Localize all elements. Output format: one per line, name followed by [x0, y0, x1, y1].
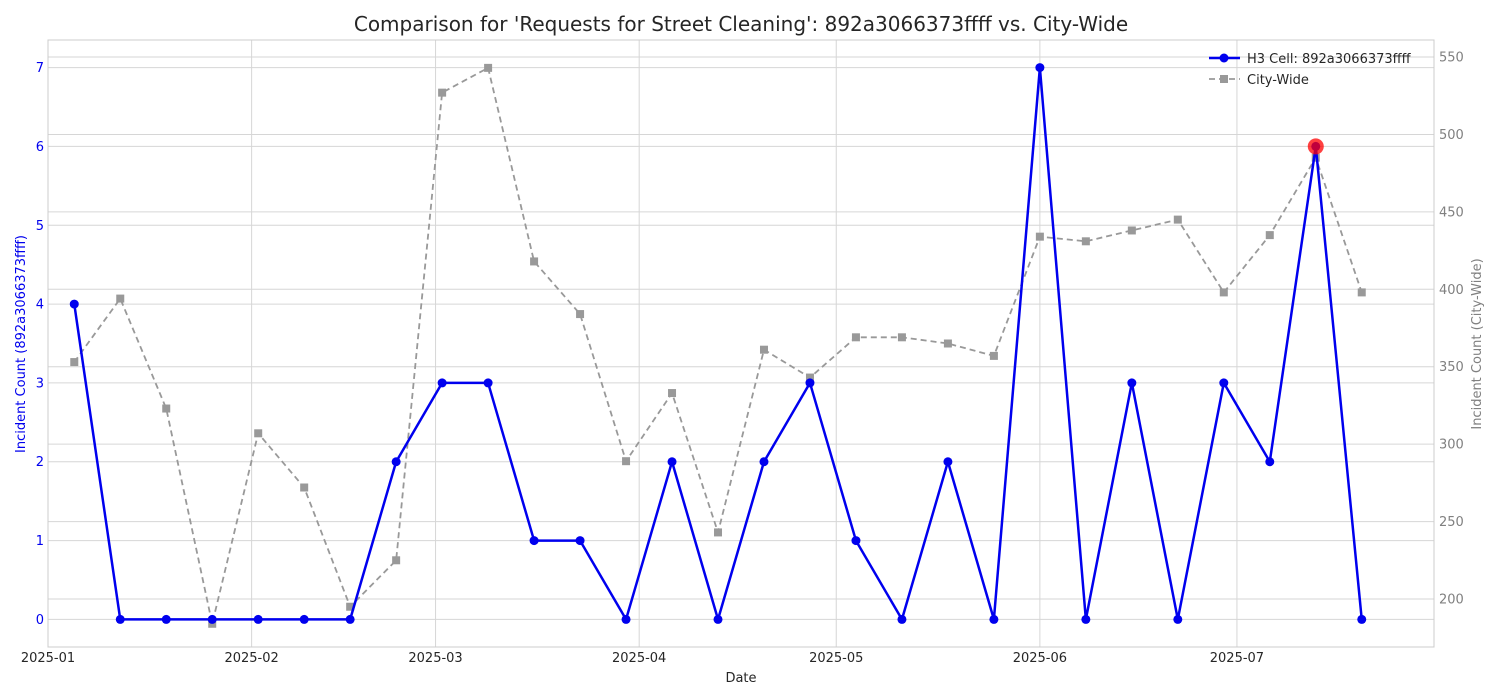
data-point-city-wide — [116, 294, 125, 303]
data-point-city-wide — [576, 310, 585, 319]
data-point-h3-cell — [207, 614, 217, 624]
x-tick-label: 2025-07 — [1210, 651, 1264, 666]
data-point-city-wide — [622, 457, 631, 466]
y-left-tick-label: 7 — [36, 61, 44, 76]
chart-title: Comparison for 'Requests for Street Clea… — [354, 12, 1128, 36]
data-point-h3-cell — [575, 536, 585, 546]
data-point-city-wide — [1265, 231, 1274, 240]
data-point-h3-cell — [1081, 614, 1091, 624]
data-point-city-wide — [989, 351, 998, 360]
y-axis-label-left: Incident Count (892a3066373ffff) — [14, 235, 29, 453]
y-left-tick-label: 3 — [36, 376, 44, 391]
data-point-h3-cell — [713, 614, 723, 624]
data-point-city-wide — [759, 345, 768, 354]
x-tick-label: 2025-01 — [21, 651, 75, 666]
x-tick-label: 2025-06 — [1013, 651, 1067, 666]
data-point-h3-cell — [851, 536, 861, 546]
data-point-h3-cell — [897, 614, 907, 624]
x-axis-label: Date — [725, 671, 756, 686]
data-point-h3-cell — [161, 614, 171, 624]
y-right-tick-label: 400 — [1439, 283, 1464, 298]
data-point-city-wide — [1081, 237, 1090, 246]
y-right-tick-label: 200 — [1439, 592, 1464, 607]
data-point-h3-cell — [529, 536, 539, 546]
data-point-h3-cell — [115, 614, 125, 624]
legend-label-h3-cell: H3 Cell: 892a3066373ffff — [1247, 52, 1412, 67]
data-point-h3-cell — [253, 614, 263, 624]
data-point-h3-cell — [391, 457, 401, 467]
data-point-city-wide — [438, 88, 447, 97]
legend-marker-h3-cell — [1219, 53, 1229, 63]
data-point-h3-cell — [805, 378, 815, 388]
y-right-tick-label: 450 — [1439, 205, 1464, 220]
x-tick-label: 2025-03 — [408, 651, 462, 666]
data-point-h3-cell — [1035, 63, 1045, 73]
x-tick-label: 2025-05 — [809, 651, 863, 666]
data-point-h3-cell — [667, 457, 677, 467]
y-axis-label-right: Incident Count (City-Wide) — [1470, 258, 1485, 429]
data-point-h3-cell — [989, 614, 999, 624]
data-point-city-wide — [1219, 288, 1228, 297]
y-right-tick-label: 250 — [1439, 515, 1464, 530]
y-right-tick-label: 300 — [1439, 438, 1464, 453]
data-point-h3-cell — [345, 614, 355, 624]
data-point-h3-cell — [621, 614, 631, 624]
data-point-city-wide — [392, 556, 401, 565]
data-point-city-wide — [1035, 232, 1044, 241]
data-point-city-wide — [346, 602, 355, 611]
x-tick-label: 2025-02 — [224, 651, 278, 666]
data-point-city-wide — [70, 358, 79, 367]
data-point-city-wide — [668, 389, 677, 398]
y-right-tick-label: 550 — [1439, 51, 1464, 66]
data-point-city-wide — [897, 333, 906, 342]
data-point-h3-cell — [1127, 378, 1137, 388]
data-point-city-wide — [714, 528, 723, 537]
series — [69, 63, 1367, 628]
plot-frame — [47, 39, 1435, 648]
data-point-h3-cell — [299, 614, 309, 624]
data-point-city-wide — [162, 404, 171, 413]
data-point-city-wide — [1357, 288, 1366, 297]
y-left-tick-label: 2 — [36, 455, 44, 470]
x-tick-label: 2025-04 — [612, 651, 666, 666]
data-point-city-wide — [300, 483, 309, 492]
data-point-city-wide — [1173, 215, 1182, 224]
y-left-tick-label: 5 — [36, 219, 44, 234]
data-point-h3-cell — [483, 378, 493, 388]
data-point-city-wide — [805, 373, 814, 382]
legend-marker-city-wide — [1220, 75, 1228, 83]
legend-label-city-wide: City-Wide — [1247, 73, 1309, 88]
legend: H3 Cell: 892a3066373ffff City-Wide — [1209, 52, 1412, 88]
y-right-tick-label: 350 — [1439, 360, 1464, 375]
y-left-tick-label: 0 — [36, 613, 44, 628]
data-point-city-wide — [851, 333, 860, 342]
data-point-h3-cell — [437, 378, 447, 388]
data-point-city-wide — [484, 63, 493, 72]
highlight-marker — [1307, 138, 1324, 155]
data-point-h3-cell — [1265, 457, 1275, 467]
data-point-city-wide — [943, 339, 952, 348]
y-left-tick-label: 6 — [36, 140, 44, 155]
y-left-tick-label: 1 — [36, 534, 44, 549]
tick-labels: 2025-01 2025-02 2025-03 2025-04 2025-05 2025-… — [21, 51, 1464, 666]
data-point-h3-cell — [943, 457, 953, 467]
data-point-h3-cell — [1219, 378, 1229, 388]
data-point-h3-cell — [1357, 614, 1367, 624]
data-point-h3-cell — [1173, 614, 1183, 624]
data-point-city-wide — [254, 429, 263, 438]
data-point-h3-cell — [759, 457, 769, 467]
y-right-tick-label: 500 — [1439, 128, 1464, 143]
data-point-city-wide — [1127, 226, 1136, 235]
data-point-city-wide — [530, 257, 539, 266]
y-left-tick-label: 4 — [36, 298, 44, 313]
data-point-h3-cell — [69, 299, 79, 309]
